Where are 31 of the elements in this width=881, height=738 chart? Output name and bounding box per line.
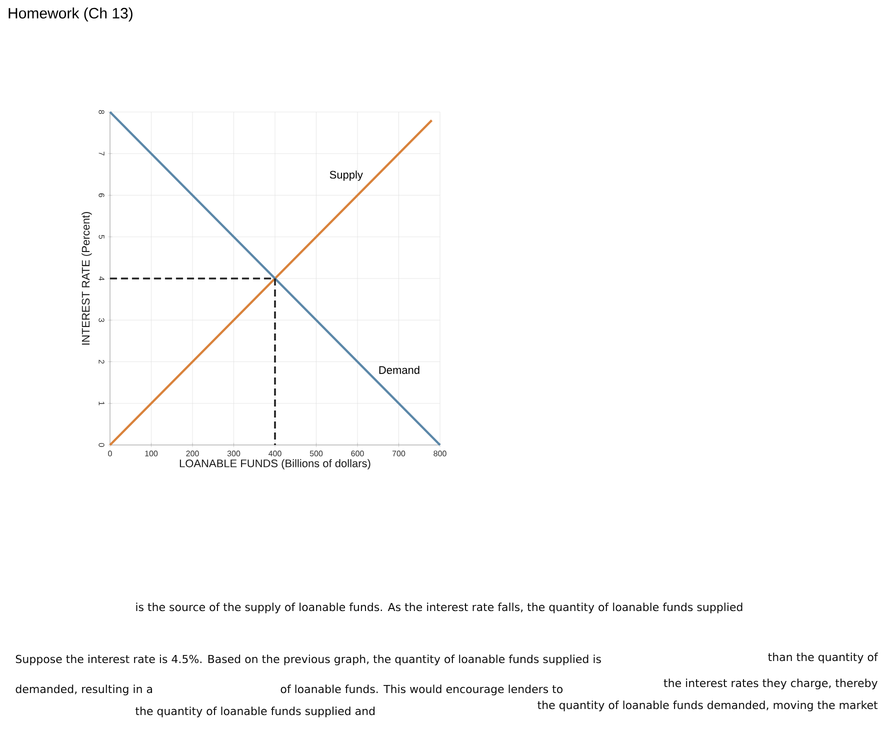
chart-title: Homework (Ch 13)	[8, 8, 132, 22]
x-axis-title: LOANABLE FUNDS (Billions of dollars)	[180, 459, 370, 470]
x-tick-label: 500	[310, 450, 323, 456]
y-tick-label: 5	[98, 234, 104, 239]
y-tick-label: 6	[98, 193, 104, 198]
y-tick-label: 8	[98, 110, 104, 114]
x-tick-label: 300	[227, 450, 240, 456]
text: demanded, resulting in a	[16, 684, 152, 696]
y-tick-label: 7	[98, 152, 104, 156]
x-tick-label: 400	[268, 450, 282, 456]
text: than the quantity of	[768, 652, 878, 664]
text: the quantity of loanable funds demanded, moving the market	[538, 700, 878, 712]
x-tick-label: 0	[108, 450, 112, 456]
text: Suppose the interest rate is 4.5%. Based on the previous graph, the quantity of loanable funds supplied is	[16, 654, 601, 666]
text: of loanable funds. This would encourage lenders to	[280, 684, 563, 696]
x-tick-label: 800	[434, 450, 446, 456]
text: is the source of the supply of loanable funds. As the interest rate falls, the quantity of loanable funds supplied	[136, 602, 742, 614]
y-tick-label: 1	[98, 402, 104, 406]
text: the quantity of loanable funds supplied and	[136, 706, 375, 718]
text: the interest rates they charge, thereby	[664, 678, 878, 690]
y-axis-title: INTEREST RATE (Percent)	[82, 212, 92, 345]
y-tick-label: 2	[98, 360, 104, 364]
x-tick-label: 700	[392, 450, 406, 456]
y-tick-label: 4	[98, 276, 104, 280]
x-tick-label: 100	[145, 450, 158, 456]
y-tick-label: 3	[98, 318, 104, 322]
x-tick-label: 600	[351, 450, 364, 456]
x-tick-label: 200	[186, 450, 199, 456]
series-label: Demand	[379, 366, 420, 374]
series-label: Supply	[330, 170, 363, 181]
y-tick-label: 0	[98, 443, 104, 447]
